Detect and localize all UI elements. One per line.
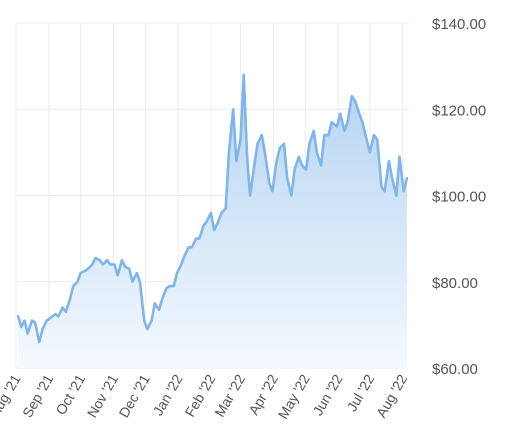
x-tick-label: Oct '21	[52, 371, 88, 417]
y-tick-label: $60.00	[432, 361, 478, 378]
x-tick-label: Aug '22	[373, 371, 410, 420]
x-tick-label: Jun '22	[309, 371, 345, 418]
y-tick-label: $140.00	[432, 16, 486, 33]
line-layer	[16, 73, 409, 344]
x-tick-label: Dec '21	[115, 371, 152, 420]
x-tick-label: Jan '22	[149, 371, 185, 418]
y-axis: $60.00 $80.00 $100.00 $120.00 $140.00	[432, 16, 486, 378]
x-tick-label: Jul '22	[344, 371, 378, 414]
y-tick-label: $100.00	[432, 189, 486, 206]
y-tick-label: $120.00	[432, 102, 486, 119]
series-line	[16, 73, 409, 344]
x-tick-label: May '22	[275, 371, 313, 421]
y-tick-label: $80.00	[432, 275, 478, 292]
x-tick-label: Sep '21	[19, 371, 56, 420]
